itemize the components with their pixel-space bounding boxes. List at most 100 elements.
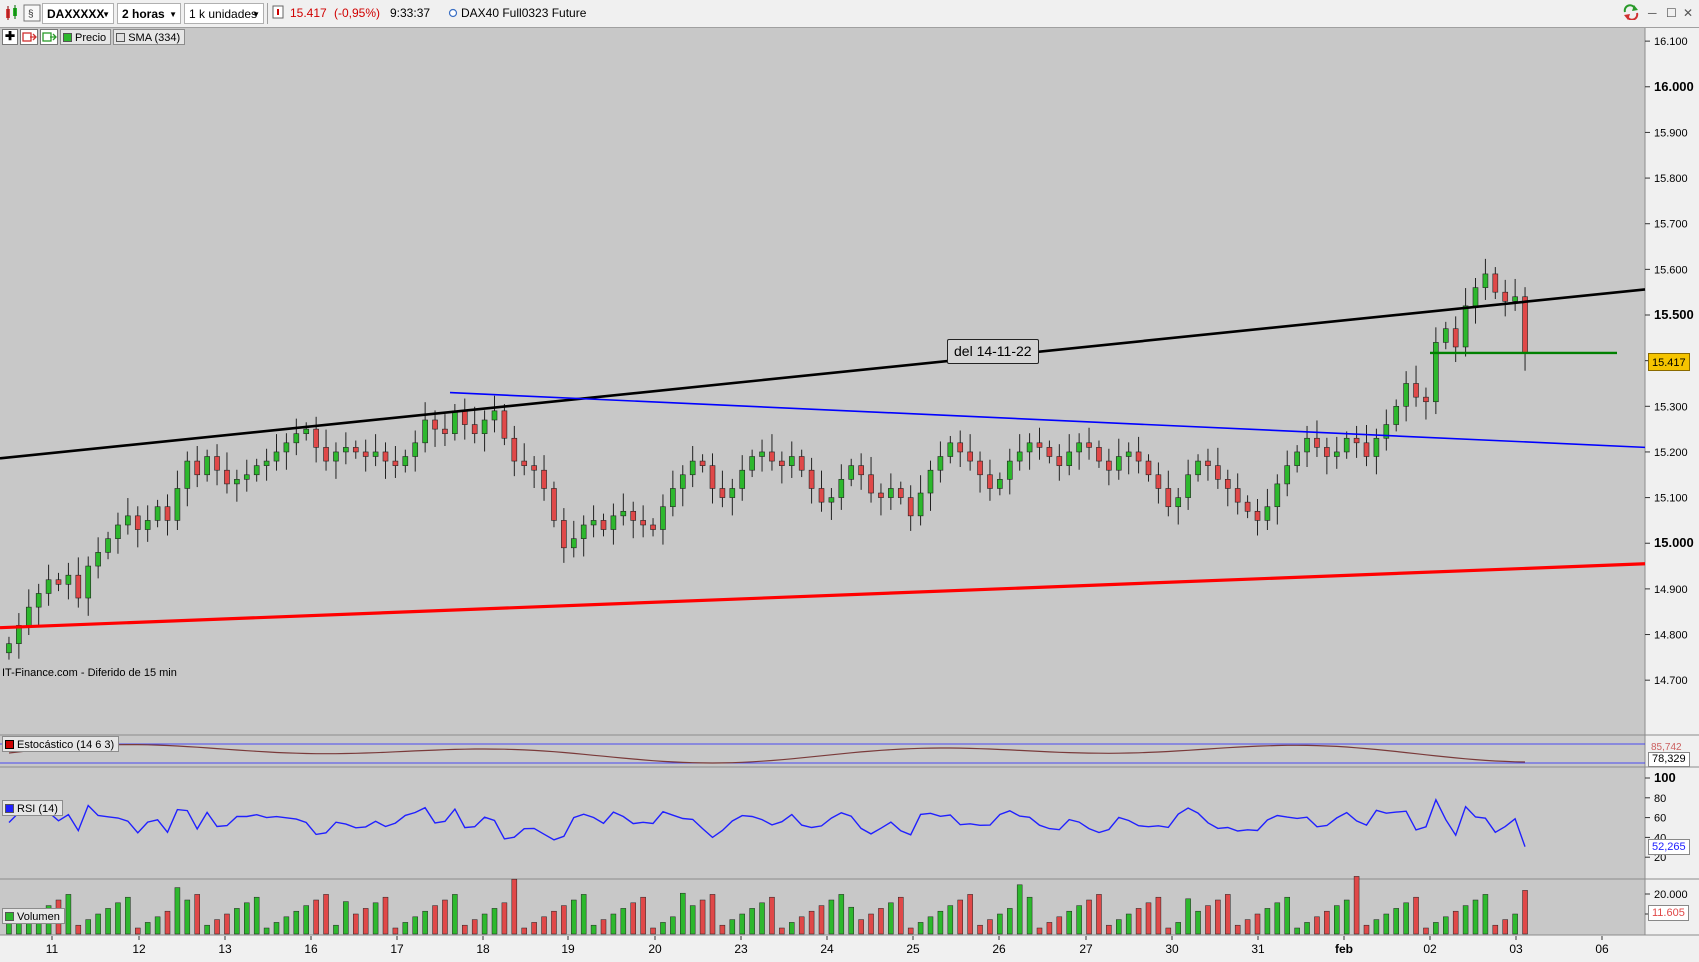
candle-body [689,460,696,476]
volume-bar [382,896,389,935]
volume-bar [273,922,280,935]
units-selector[interactable]: 1 k unidades ▼ [184,3,264,24]
stochastic-value-tag: 78,329 [1648,752,1690,767]
candle-body [1115,456,1122,471]
volume-bar [343,901,349,935]
price-legend[interactable]: Precio [60,29,112,45]
candle-body [1393,405,1400,425]
price-axis-bg [1645,28,1699,959]
time-tick-label: 03 [1509,942,1523,956]
volume-bar [1403,902,1409,935]
volume-bar [65,894,72,935]
chart-area[interactable]: 10080604020 20.00010.000 16.10016.00015.… [0,28,1699,959]
candle-body [194,460,201,476]
candle-body [283,442,290,453]
close-icon[interactable]: ✕ [1683,6,1694,20]
symbol-label: DAXXXXX [47,7,105,21]
units-label: 1 k unidades [189,7,258,21]
candle-body [1413,383,1419,398]
candle-body [897,488,904,498]
source-note: IT-Finance.com - Diferido de 15 min [2,667,177,679]
rsi-legend[interactable]: RSI (14) [2,800,63,816]
candle-body [1056,456,1063,466]
candle-body [719,488,726,498]
chart-canvas[interactable]: 10080604020 20.00010.000 16.10016.00015.… [0,28,1699,959]
candle-body [95,552,101,567]
chevron-down-icon: ▼ [169,10,177,19]
candle-body [997,479,1003,489]
volume-bar [521,927,527,935]
export-indicator-icon[interactable] [40,29,58,45]
volume-bar [1056,916,1063,935]
volume-bar [818,905,825,935]
volume-bar [1106,924,1112,935]
volume-bar [253,896,260,935]
trendline-annotation[interactable]: del 14-11-22 [947,339,1039,364]
sma-legend[interactable]: SMA (334) [113,29,186,45]
minimize-icon[interactable]: ─ [1648,6,1657,20]
candle-body [362,451,369,457]
volume-bar [620,908,627,935]
volume-bar [1007,908,1013,935]
rsi-tick-label: 80 [1654,793,1666,805]
volume-bar [412,916,418,935]
candle-body [1304,437,1310,453]
volume-bar [1383,913,1390,935]
candle-body [481,419,488,434]
volume-bar [1343,899,1350,935]
current-price-tag: 15.417 [1648,353,1690,371]
toolbar: § DAXXXXX ▼ 2 horas ▼ 1 k unidades ▼ 15.… [0,0,1699,28]
volume-bar [680,892,686,935]
candle-body [640,520,646,526]
price-change: (-0,95%) [334,6,381,20]
candle-body [134,515,141,530]
add-indicator-icon[interactable]: ✚ [2,29,18,45]
candle-body [144,520,151,530]
stochastic-line [8,744,1526,764]
time-tick-label: 27 [1079,942,1093,956]
indicator-settings-icon[interactable]: § [23,4,41,22]
chevron-down-icon: ▼ [252,10,260,19]
candle-body [1492,273,1499,293]
time-tick-label: 18 [476,942,490,956]
volume-bar [1522,890,1528,935]
candle-body [541,469,547,489]
symbol-selector[interactable]: DAXXXXX ▼ [42,3,114,24]
volume-bar [1026,896,1033,935]
volume-bar [125,896,131,935]
volume-bar [85,919,91,935]
candle-body [1324,447,1330,457]
volume-legend[interactable]: Volumen [2,908,65,924]
stochastic-legend[interactable]: Estocástico (14 6 3) [2,736,120,752]
candle-body [600,520,607,530]
stochastic-swatch [5,740,14,749]
remove-indicator-icon[interactable] [20,29,38,45]
candle-body [610,515,617,530]
candle-body [1195,460,1201,476]
candle-body [987,474,993,489]
candle-body [679,474,686,489]
candle-body [620,510,627,517]
volume-bar [462,924,468,935]
volume-bar [283,916,290,935]
refresh-icon[interactable] [1622,3,1640,24]
candlestick-chart-icon[interactable] [3,4,21,22]
time-tick-label: 24 [820,942,834,956]
candle-body [234,479,240,485]
volume-bar [1274,902,1281,935]
maximize-icon[interactable]: ☐ [1666,6,1677,20]
rsi-swatch [5,804,14,813]
candle-body [1512,296,1518,302]
volume-bar [1502,919,1508,935]
price-tick-label: 14.700 [1654,675,1688,687]
volume-bar [848,906,854,935]
volume-bar [1076,905,1082,935]
volume-bar [917,922,924,935]
price-tick-label: 15.000 [1654,535,1694,550]
info-icon[interactable] [272,3,284,24]
candle-body [1314,437,1320,448]
interval-selector[interactable]: 2 horas ▼ [117,3,181,24]
volume-bar [432,905,438,935]
volume-bar [511,878,518,935]
volume-bar [1324,910,1330,935]
